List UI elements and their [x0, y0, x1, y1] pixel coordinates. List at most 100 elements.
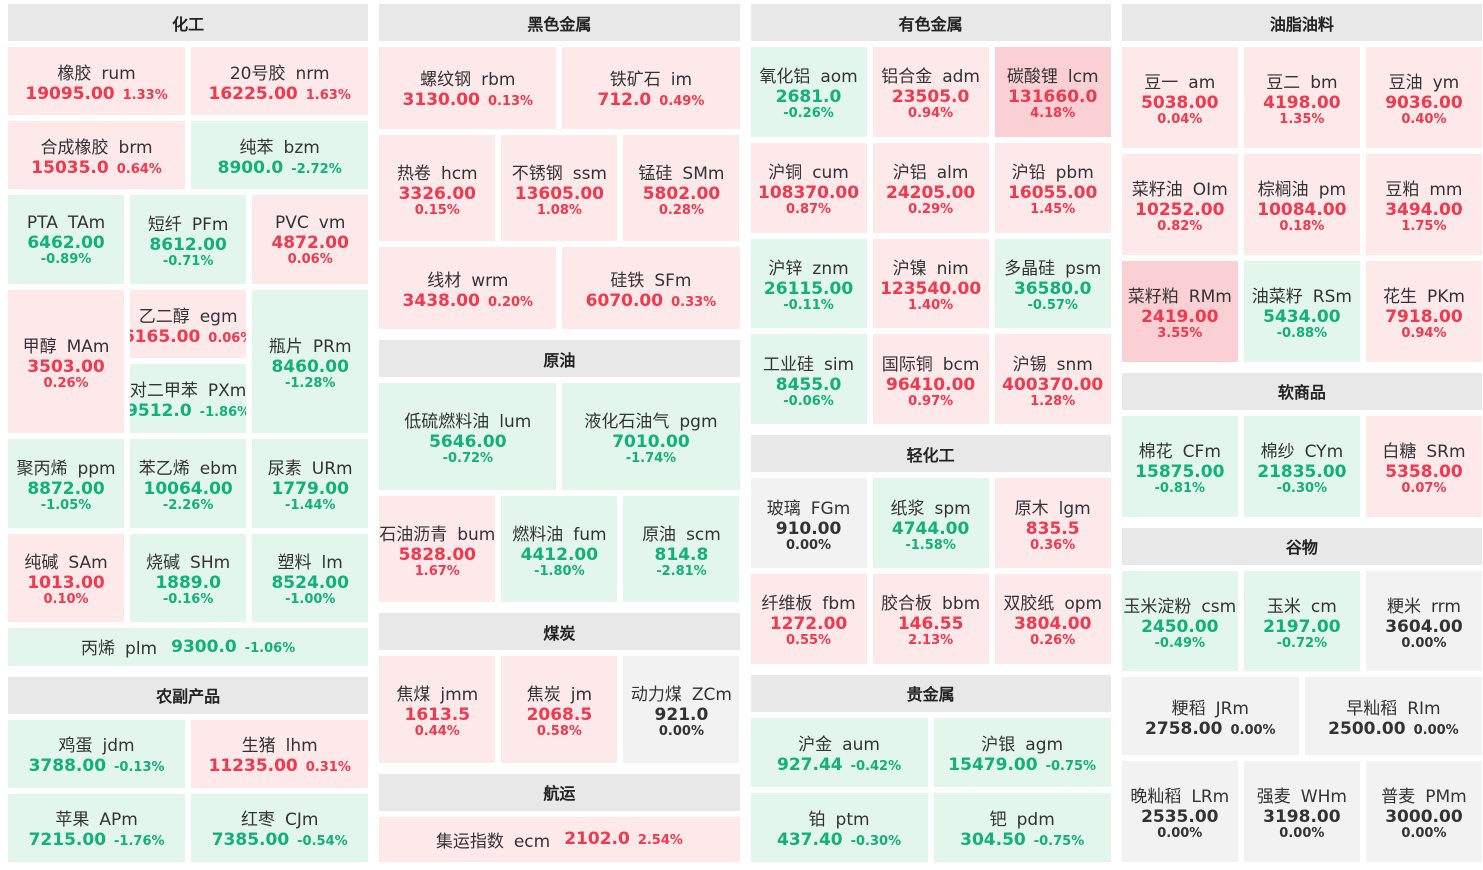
- contract-name: 胶合板: [881, 594, 933, 615]
- contract-label: 原油 scm: [642, 520, 721, 545]
- contract-name: 对二甲苯: [130, 381, 198, 402]
- quote-tile: 铂 ptm 437.40 -0.30%: [750, 792, 928, 863]
- change: -0.71%: [162, 254, 214, 270]
- price-line: 910.00 0.00%: [776, 519, 842, 553]
- tile-row: 豆一 am 5038.00 0.04% 豆二 bm 4198.00 1.35% 豆油 ym 9036…: [1121, 47, 1482, 148]
- contract-name: 沪铜: [768, 163, 803, 184]
- contract-label: 胶合板 bbm: [881, 589, 980, 614]
- contract-code: pbm: [1055, 163, 1094, 184]
- price-line: 36580.0 -0.57%: [1014, 279, 1091, 313]
- price-line: 13605.00 1.08%: [515, 184, 604, 218]
- quote-tile: 豆粕 mm 3494.00 1.75%: [1365, 153, 1482, 255]
- contract-name: PTA: [26, 212, 58, 233]
- contract-label: 不锈钢 ssm: [512, 159, 607, 184]
- quote-tile: 甲醇 MAm 3503.00 0.26%: [8, 289, 125, 434]
- price-line: 10084.00 0.18%: [1257, 200, 1346, 234]
- quote-tile: 纸浆 spm 4744.00 -1.58%: [872, 478, 989, 569]
- quote-tile: 工业硅 sim 8455.0 -0.06%: [750, 334, 867, 425]
- price: 5358.00: [1385, 461, 1463, 482]
- change: 2.54%: [637, 833, 683, 849]
- change: 1.67%: [414, 563, 460, 579]
- change: 0.28%: [658, 202, 704, 218]
- price: 2419.00: [1141, 306, 1219, 327]
- contract-label: 双胶纸 opm: [1003, 589, 1102, 614]
- contract-name: 油菜籽: [1251, 286, 1303, 307]
- contract-label: 焦煤 jmm: [396, 680, 478, 705]
- change: 0.64%: [116, 161, 162, 177]
- price: 5828.00: [398, 544, 476, 565]
- quote-tile: 沪锌 znm 26115.00 -0.11%: [750, 238, 867, 329]
- contract-label: 玉米 cm: [1267, 592, 1337, 617]
- contract-label: 液化石油气 pgm: [584, 407, 717, 432]
- price: 10252.00: [1135, 199, 1225, 220]
- price: 15875.00: [1135, 461, 1225, 482]
- section-header: 煤炭: [379, 613, 740, 651]
- contract-label: 纤维板 fbm: [761, 589, 855, 614]
- tile-row: 铂 ptm 437.40 -0.30% 钯 pdm 304.50 -0.75%: [750, 792, 1111, 863]
- contract-name: 白糖: [1382, 441, 1417, 462]
- price: 1272.00: [769, 614, 848, 635]
- contract-name: 合成橡胶: [40, 137, 109, 158]
- contract-label: 沪金 aum: [798, 730, 880, 755]
- contract-label: 沪镍 nim: [893, 254, 969, 279]
- contract-name: 玉米: [1266, 596, 1301, 617]
- quote-tile: 生猪 lhm 11235.00 0.31%: [191, 719, 369, 788]
- contract-code: RSm: [1312, 286, 1352, 307]
- column: 黑色金属 螺纹钢 rbm 3130.00 0.13% 铁矿石 im 712.0 0.49% 热卷 h…: [379, 4, 740, 862]
- contract-code: bcm: [942, 354, 980, 375]
- price: 16055.00: [1008, 183, 1098, 204]
- change: -0.30%: [850, 833, 902, 849]
- contract-code: lm: [321, 553, 343, 574]
- contract-label: 生猪 lhm: [242, 731, 318, 756]
- contract-name: 苯乙烯: [138, 458, 190, 479]
- section-header: 有色金属: [750, 4, 1111, 41]
- quote-tile: 铝合金 adm 23505.0 0.94%: [872, 47, 989, 137]
- quote-tile: 多晶硅 psm 36580.0 -0.57%: [994, 238, 1111, 329]
- price: 910.00: [775, 518, 842, 539]
- change: 1.33%: [122, 87, 168, 103]
- contract-code: vm: [318, 212, 346, 233]
- tile-row: 热卷 hcm 3326.00 0.15% 不锈钢 ssm 13605.00 1.08% 锰硅 SM…: [379, 134, 740, 242]
- price-line: 7385.00 -0.54%: [212, 830, 348, 850]
- contract-label: 对二甲苯 PXm: [130, 376, 246, 401]
- contract-code: pm: [1318, 179, 1347, 200]
- price: 108370.00: [757, 183, 860, 204]
- price: 10064.00: [143, 478, 233, 499]
- quote-tile: 花生 PKm 7918.00 0.94%: [1365, 260, 1482, 362]
- price-line: 9300.0 -1.06%: [171, 637, 295, 657]
- contract-label: 铂 ptm: [809, 805, 870, 830]
- contract-name: 氧化铝: [759, 67, 811, 88]
- contract-code: pgm: [679, 412, 718, 433]
- change: 0.04%: [1157, 111, 1203, 127]
- change: 0.31%: [305, 760, 351, 776]
- contract-code: URm: [311, 458, 353, 479]
- contract-code: csm: [1201, 596, 1237, 617]
- price: 3130.00: [402, 90, 480, 111]
- contract-label: 焦炭 jm: [527, 680, 592, 705]
- contract-code: opm: [1064, 594, 1103, 615]
- contract-name: 焦煤: [396, 685, 431, 706]
- price: 927.44: [777, 754, 843, 775]
- change: -1.86%: [199, 405, 247, 421]
- change: 3.55%: [1157, 325, 1203, 341]
- price-line: 6462.00 -0.89%: [27, 233, 104, 267]
- contract-label: 甲醇 MAm: [23, 332, 110, 357]
- tile-row: 合成橡胶 brm 15035.0 0.64% 纯苯 bzm 8900.0 -2.72%: [8, 121, 369, 190]
- change: -2.81%: [656, 563, 707, 579]
- quote-tile: 焦煤 jmm 1613.5 0.44%: [379, 656, 496, 763]
- contract-label: 丙烯 plm: [81, 634, 157, 659]
- price: 7918.00: [1385, 306, 1463, 327]
- contract-label: 粳米 rrm: [1387, 592, 1461, 617]
- contract-name: 花生: [1382, 286, 1417, 307]
- contract-code: lum: [499, 412, 532, 433]
- price: 23505.0: [891, 87, 970, 108]
- contract-label: 沪铅 pbm: [1012, 158, 1094, 183]
- price: 10084.00: [1257, 199, 1347, 220]
- contract-label: 石油沥青 bum: [379, 520, 495, 545]
- price: 21835.00: [1257, 461, 1347, 482]
- change: -1.00%: [284, 592, 336, 608]
- quote-tile: 焦炭 jm 2068.5 0.58%: [501, 656, 618, 763]
- change: 0.18%: [1279, 218, 1325, 234]
- contract-label: 热卷 hcm: [397, 159, 478, 184]
- price: 5038.00: [1141, 92, 1219, 113]
